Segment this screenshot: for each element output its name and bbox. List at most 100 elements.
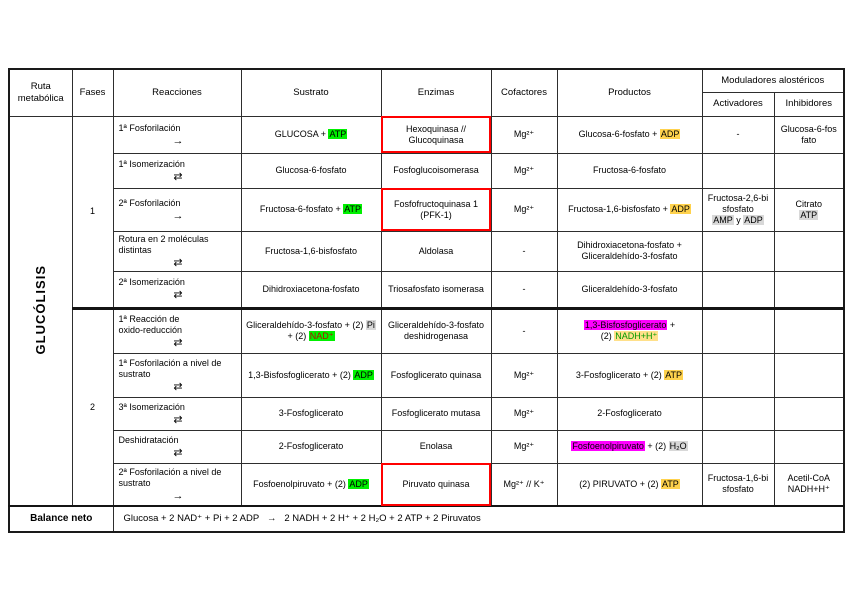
table-row: 2ª Fosforilación a nivel de sustrato → Fos…: [9, 462, 845, 507]
reaction-cell: 1ª Isomerización ⇄: [112, 152, 242, 189]
reaction-arrow: ⇄: [173, 289, 183, 302]
reaction-name: Deshidratación: [118, 434, 179, 445]
enzyme-cell: Triosafosfato isomerasa: [380, 270, 492, 309]
table-row: Deshidratación ⇄ 2-Fosfoglicerato Enolasa…: [9, 429, 845, 464]
reaction-cell: 1ª Fosforilación →: [112, 115, 242, 154]
substrate-cell: Glucosa-6-fosfato: [240, 152, 382, 189]
enzyme-cell: Gliceraldehído-3-fosfato deshidrogenasa: [380, 306, 492, 354]
substrate-cell: 3-Fosfoglicerato: [240, 396, 382, 431]
products-cell: Fosfoenolpiruvato + (2) H₂O: [556, 429, 703, 464]
col-header-moduladores: Moduladores alostéricos: [701, 68, 845, 93]
pathway-cell: GLUCÓLISIS: [8, 115, 73, 507]
activators-cell: Fructosa-2,6-bi sfosfato AMP y ADP: [701, 187, 775, 232]
table-row: 2 1ª Reacción de oxido-reducción ⇄ Glicera…: [9, 306, 845, 507]
reaction-arrow: ⇄: [173, 336, 183, 349]
balance-equation-cell: Glucosa + 2 NAD⁺ + Pi + 2 ADP → 2 NADH +…: [112, 505, 845, 533]
enzyme-cell: Fosfoglicerato quinasa: [380, 352, 492, 398]
products-cell: Glucosa-6-fosfato + ADP: [556, 115, 703, 154]
reaction-name: 2ª Fosforilación a nivel de sustrato: [118, 467, 222, 489]
activators-cell: [701, 270, 775, 309]
activators-cell: [701, 230, 775, 272]
pathway-title: GLUCÓLISIS: [32, 264, 48, 354]
reaction-name: 2ª Isomerización: [118, 277, 185, 288]
inhibitors-cell: [773, 352, 845, 398]
cofactor-cell: -: [490, 230, 558, 272]
cofactor-cell: Mg²⁺: [490, 152, 558, 189]
cofactor-cell: Mg²⁺: [490, 115, 558, 154]
col-header-reacciones: Reacciones: [112, 68, 242, 117]
activators-cell: Fructosa-1,6-bi sfosfato: [701, 462, 775, 507]
activators-cell: [701, 429, 775, 464]
substrate-cell: Dihidroxiacetona-fosfato: [240, 270, 382, 309]
inhibitors-cell: Citrato ATP: [773, 187, 845, 232]
reaction-arrow: →: [172, 209, 184, 222]
cofactor-cell: Mg²⁺: [490, 352, 558, 398]
table-row: 1ª Isomerización ⇄ Glucosa-6-fosfato Fosf…: [9, 152, 845, 189]
col-header-ruta: Ruta metabólica: [8, 68, 73, 117]
reaction-arrow: ⇄: [173, 170, 183, 183]
products-cell: 1,3-Bisfosfoglicerato + (2) NADH+H⁺: [556, 306, 703, 354]
reaction-cell: 2ª Isomerización ⇄: [112, 270, 242, 309]
col-header-enzimas: Enzimas: [380, 68, 492, 117]
cofactor-cell: -: [490, 270, 558, 309]
substrate-cell: Fructosa-1,6-bisfosfato: [240, 230, 382, 272]
reaction-arrow: ⇄: [173, 446, 183, 459]
reaction-arrow: →: [172, 134, 184, 147]
phase-2-cell: 2: [71, 306, 114, 507]
activators-cell: [701, 306, 775, 354]
inhibitors-cell: Acetil-CoA NADH+H⁺: [773, 462, 845, 507]
cofactor-cell: Mg²⁺: [490, 429, 558, 464]
activators-cell: -: [701, 115, 775, 154]
cofactor-cell: Mg²⁺: [490, 187, 558, 232]
reaction-cell: 2ª Fosforilación →: [112, 187, 242, 232]
reaction-name: 1ª Fosforilación: [118, 122, 181, 133]
col-header-activadores: Activadores: [701, 91, 775, 117]
reaction-cell: 3ª Isomerización ⇄: [112, 396, 242, 431]
cofactor-cell: Mg²⁺ // K⁺: [490, 462, 558, 507]
inhibitors-cell: [773, 306, 845, 354]
table-row: 2ª Isomerización ⇄ Dihidroxiacetona-fosfa…: [9, 270, 845, 309]
enzyme-cell: Fosfoglicerato mutasa: [380, 396, 492, 431]
activators-cell: [701, 396, 775, 431]
reaction-cell: 2ª Fosforilación a nivel de sustrato →: [112, 462, 242, 507]
inhibitors-cell: [773, 230, 845, 272]
activators-cell: [701, 152, 775, 189]
products-cell: 3-Fosfoglicerato + (2) ATP: [556, 352, 703, 398]
inhibitors-cell: Glucosa-6-fos fato: [773, 115, 845, 154]
table-row: 1ª Fosforilación a nivel de sustrato ⇄ 1,3…: [9, 352, 845, 398]
inhibitors-cell: [773, 270, 845, 309]
reaction-cell: 1ª Fosforilación a nivel de sustrato ⇄: [112, 352, 242, 398]
col-header-inhibidores: Inhibidores: [773, 91, 845, 117]
glycolysis-table: Ruta metabólica Fases Reacciones Sustrat…: [8, 68, 846, 533]
cofactor-cell: -: [490, 306, 558, 354]
balance-label-cell: Balance neto: [8, 505, 114, 533]
products-cell: Fructosa-1,6-bisfosfato + ADP: [556, 187, 703, 232]
reaction-name: 1ª Reacción de oxido-reducción: [118, 313, 183, 335]
col-header-cofactores: Cofactores: [490, 68, 558, 117]
reaction-name: 2ª Fosforilación: [118, 197, 181, 208]
reaction-name: 1ª Fosforilación a nivel de sustrato: [118, 357, 222, 379]
cofactor-cell: Mg²⁺: [490, 396, 558, 431]
products-cell: 2-Fosfoglicerato: [556, 396, 703, 431]
products-cell: (2) PIRUVATO + (2) ATP: [556, 462, 703, 507]
enzyme-cell: Aldolasa: [380, 230, 492, 272]
activators-cell: [701, 352, 775, 398]
products-cell: Fructosa-6-fosfato: [556, 152, 703, 189]
inhibitors-cell: [773, 396, 845, 431]
reaction-name: Rotura en 2 moléculas distintas: [118, 233, 209, 255]
substrate-cell: 2-Fosfoglicerato: [240, 429, 382, 464]
col-header-productos: Productos: [556, 68, 703, 117]
substrate-cell: GLUCOSA + ATP: [240, 115, 382, 154]
inhibitors-cell: [773, 429, 845, 464]
reaction-name: 3ª Isomerización: [118, 401, 185, 412]
col-header-fases: Fases: [71, 68, 114, 117]
enzyme-cell: Piruvato quinasa: [380, 462, 492, 507]
table-row: 3ª Isomerización ⇄ 3-Fosfoglicerato Fosfo…: [9, 396, 845, 431]
col-header-sustrato: Sustrato: [240, 68, 382, 117]
reaction-name: 1ª Isomerización: [118, 158, 185, 169]
products-cell: Dihidroxiacetona-fosfato + Gliceraldehído…: [556, 230, 703, 272]
reaction-arrow: ⇄: [173, 256, 183, 269]
table-row: Rotura en 2 moléculas distintas ⇄ Fructosa…: [9, 230, 845, 272]
table-row: GLUCÓLISIS 1 1ª Fosforilación → GLUCOSA +…: [8, 115, 845, 507]
enzyme-cell: Fosfofructoquinasa 1 (PFK-1): [380, 187, 492, 232]
